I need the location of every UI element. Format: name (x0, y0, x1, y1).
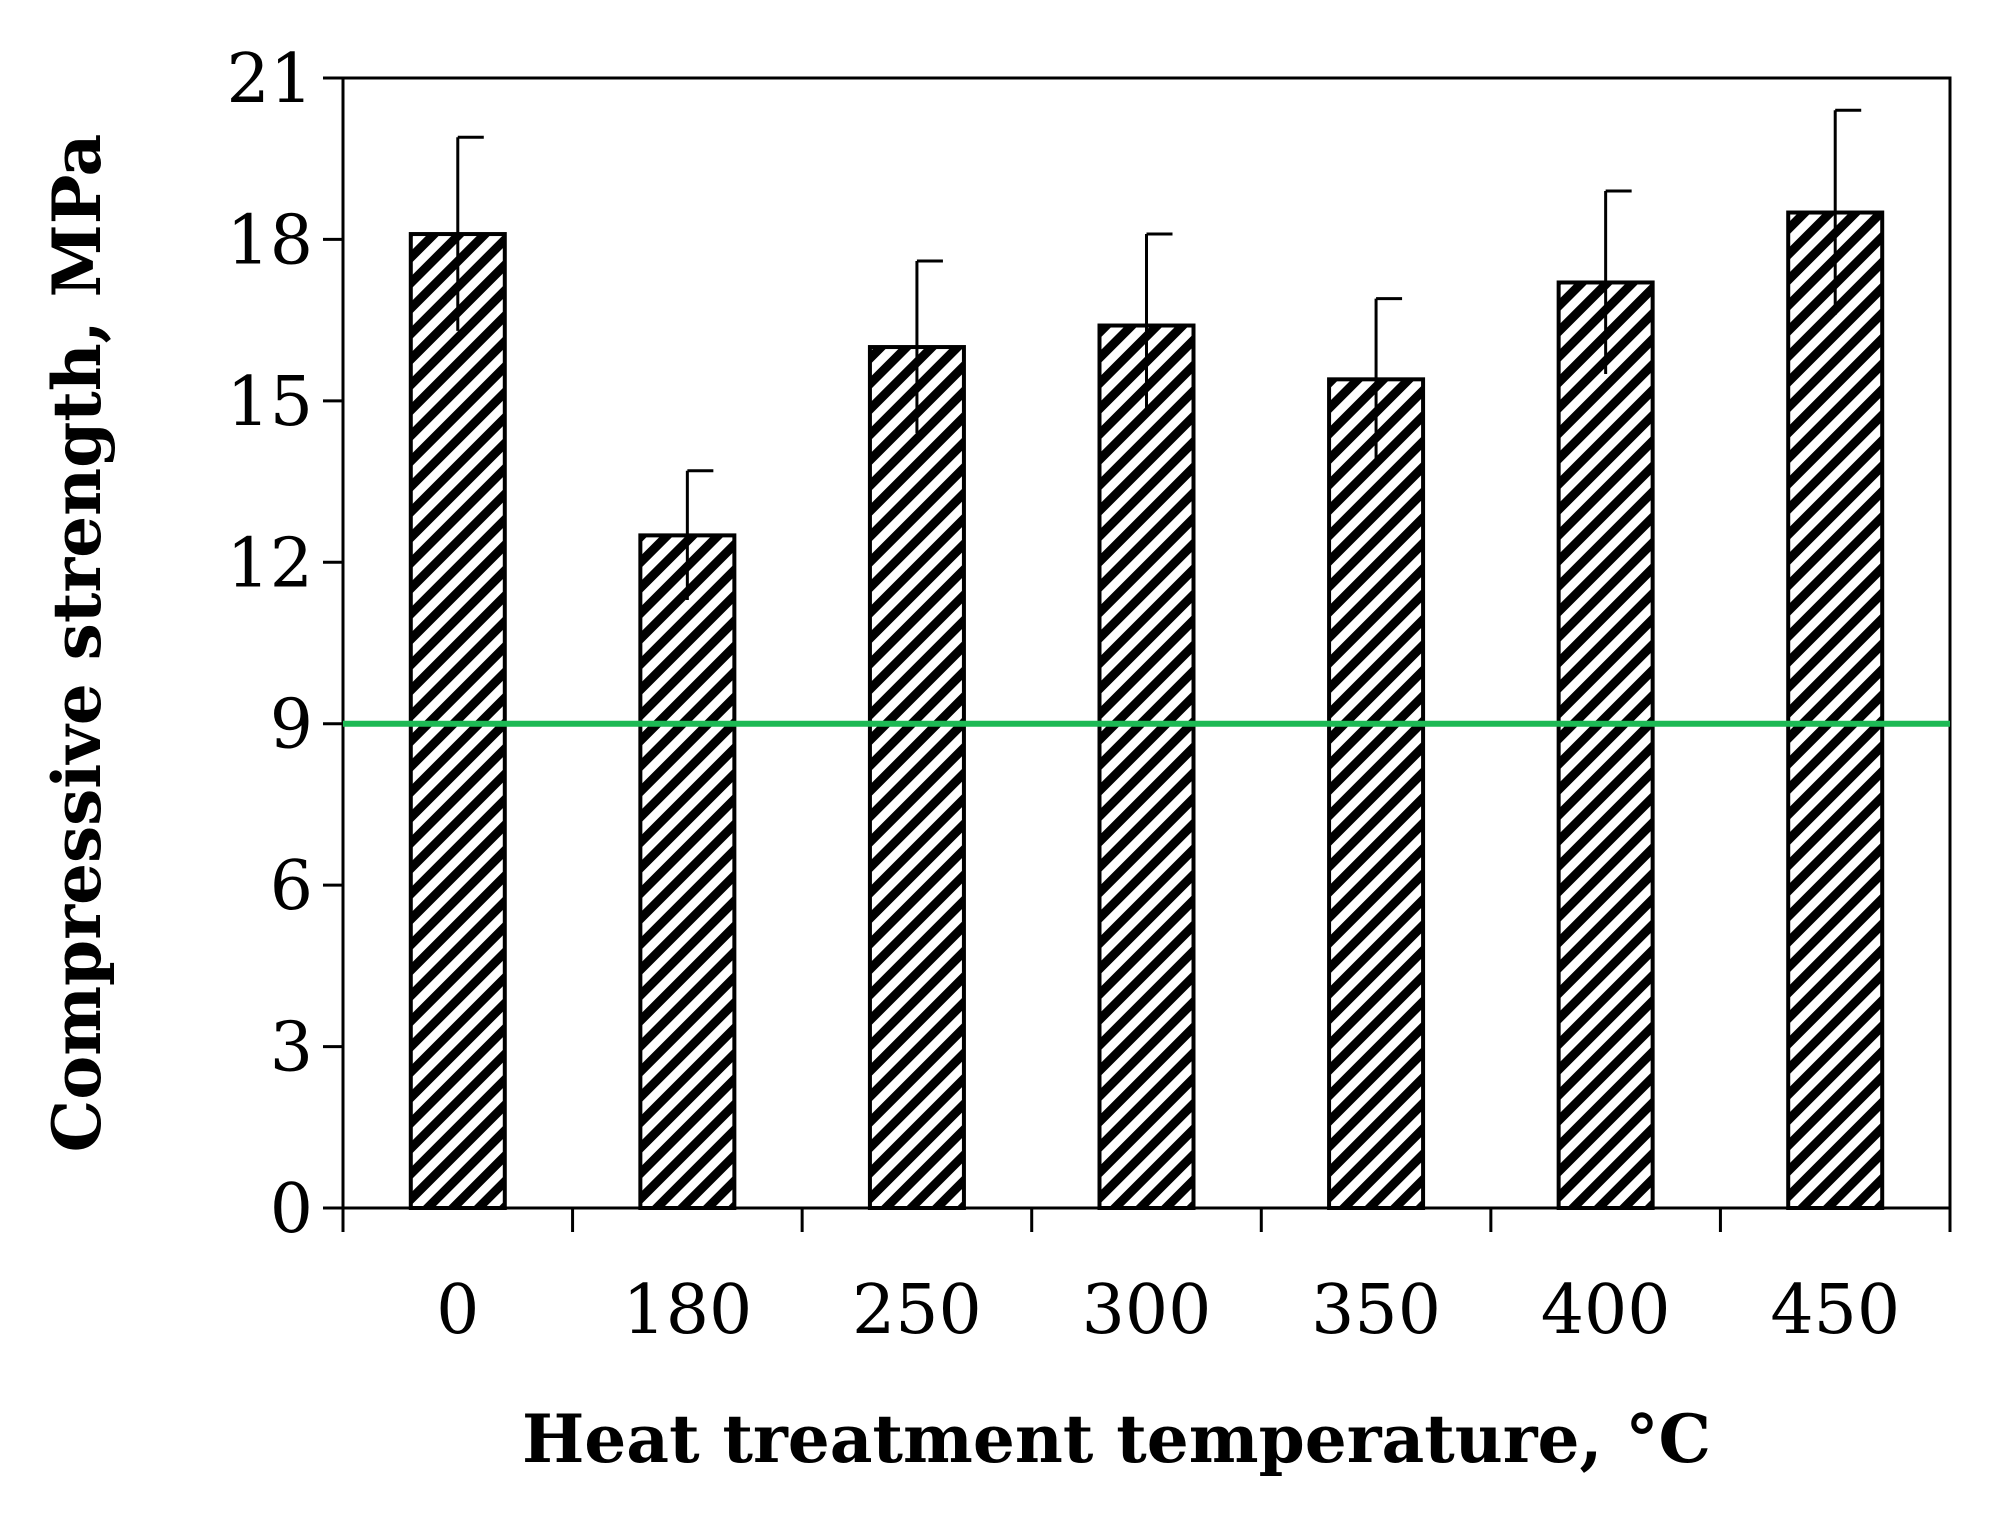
axis-ticks (323, 76, 1952, 1232)
bar-350 (1327, 377, 1426, 1211)
x-tick-label: 350 (1311, 1271, 1441, 1350)
bar-400 (1556, 280, 1655, 1210)
y-axis-title: Compressive strength, MPa (38, 134, 116, 1153)
bar-250 (867, 345, 966, 1210)
y-tick-label: 6 (270, 847, 313, 926)
bar-300 (1097, 323, 1196, 1210)
bar-450 (1786, 210, 1885, 1210)
x-tick-label: 250 (852, 1271, 982, 1350)
x-tick-label: 450 (1770, 1271, 1900, 1350)
error-bars (456, 108, 1862, 600)
x-tick-label: 180 (622, 1271, 752, 1350)
y-tick-label: 12 (226, 524, 313, 603)
y-tick-label: 9 (270, 686, 313, 765)
x-tick-label: 400 (1541, 1271, 1671, 1350)
tick-labels: 0 3 6 9 12 15 18 21 0 180 250 300 350 400 450 (226, 40, 1900, 1350)
bars (408, 210, 1885, 1211)
y-tick-label: 15 (226, 363, 313, 442)
y-tick-label: 21 (226, 40, 313, 119)
bar-180 (638, 533, 737, 1210)
y-tick-label: 0 (270, 1170, 313, 1249)
y-tick-label: 18 (226, 201, 313, 280)
y-tick-label: 3 (270, 1009, 313, 1088)
x-tick-label: 0 (436, 1271, 479, 1350)
x-tick-label: 300 (1082, 1271, 1212, 1350)
x-axis-title: Heat treatment temperature, °C (522, 1400, 1711, 1478)
